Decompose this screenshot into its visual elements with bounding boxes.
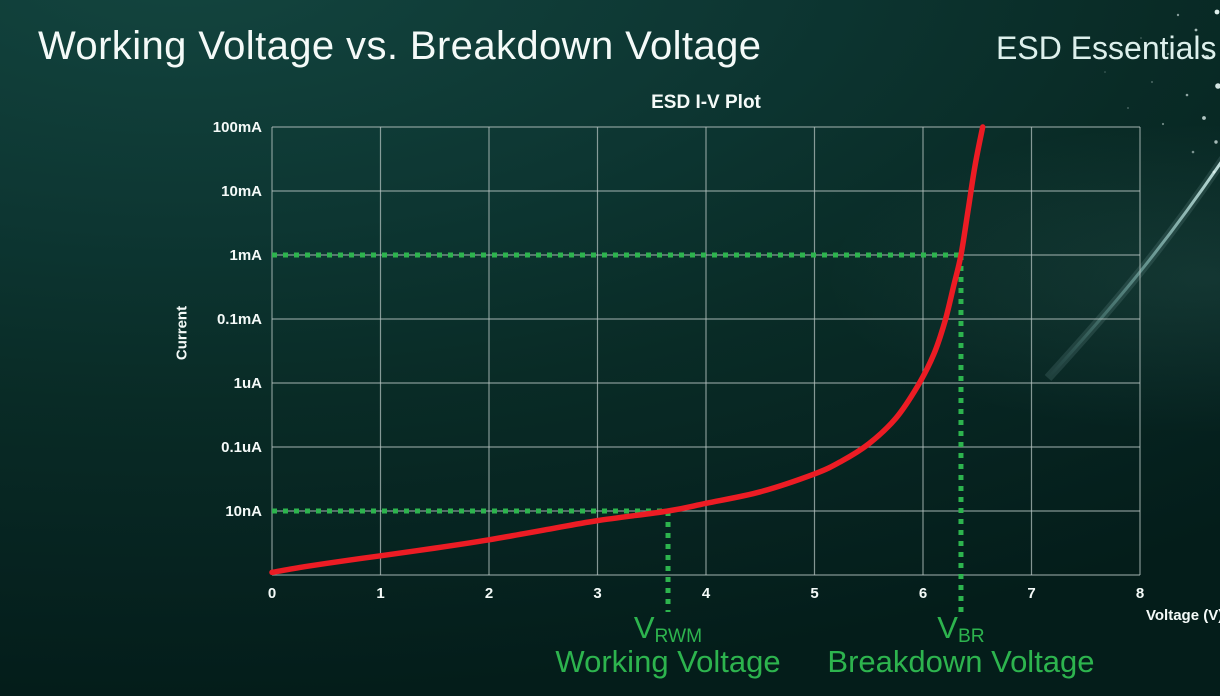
x-tick-label: 6: [919, 585, 927, 602]
y-tick-label: 1mA: [229, 247, 262, 264]
x-tick-label: 8: [1136, 585, 1144, 602]
y-tick-label: 0.1uA: [221, 439, 262, 456]
swoosh-line: [1046, 161, 1220, 380]
x-tick-label: 7: [1027, 585, 1035, 602]
brand-text: ESD Essentials: [996, 30, 1217, 66]
x-tick-label: 3: [593, 585, 601, 602]
chart-title: ESD I-V Plot: [651, 92, 761, 113]
y-tick-label: 10nA: [225, 503, 262, 520]
y-tick-label: 100mA: [213, 119, 262, 136]
y-tick-label: 1uA: [234, 375, 263, 392]
slide-title: Working Voltage vs. Breakdown Voltage: [38, 24, 762, 68]
x-axis-title: Voltage (V): [1146, 607, 1220, 624]
x-tick-label: 1: [376, 585, 384, 602]
working-voltage-caption: Working Voltage: [555, 644, 781, 679]
x-tick-label: 4: [702, 585, 711, 602]
voltage-subscript: RWM: [654, 626, 703, 648]
voltage-subscript: BR: [957, 626, 985, 648]
particle-dots: [1104, 9, 1220, 174]
x-tick-label: 5: [810, 585, 818, 602]
x-tick-label: 2: [485, 585, 493, 602]
voltage-symbol: V: [937, 610, 958, 645]
breakdown-voltage-caption: Breakdown Voltage: [827, 644, 1095, 679]
iv-curve: [269, 124, 986, 576]
voltage-symbol: V: [633, 610, 655, 645]
vrwm-label: VRWM: [633, 610, 703, 648]
y-tick-label: 0.1mA: [217, 311, 262, 328]
x-tick-label: 0: [268, 585, 276, 602]
vbr-label: VBR: [937, 610, 985, 648]
y-tick-label: 10mA: [221, 183, 262, 200]
